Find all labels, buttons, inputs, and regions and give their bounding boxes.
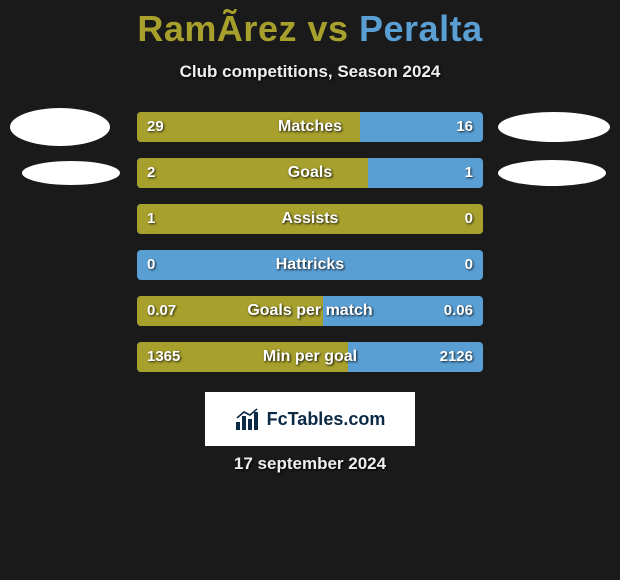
comparison-chart: 2916Matches 21Goals 10Assists 00Hattricks 0.… — [0, 104, 620, 380]
stat-row: 21Goals — [0, 150, 620, 196]
stat-bar: 21Goals — [137, 158, 483, 188]
site-badge: FcTables.com — [205, 392, 415, 446]
stat-row: 2916Matches — [0, 104, 620, 150]
player-avatar-left — [22, 161, 120, 185]
stat-bar: 0.070.06Goals per match — [137, 296, 483, 326]
page-title: RamÃ­rez vs Peralta — [0, 0, 620, 50]
title-player-right: Peralta — [359, 8, 483, 49]
stat-label: Min per goal — [137, 342, 483, 372]
stat-bar: 13652126Min per goal — [137, 342, 483, 372]
stat-row: 0.070.06Goals per match — [0, 288, 620, 334]
player-avatar-left — [10, 108, 110, 146]
player-avatar-right — [498, 112, 610, 142]
stat-row: 13652126Min per goal — [0, 334, 620, 380]
title-player-left: RamÃ­rez — [137, 8, 297, 49]
stat-label: Goals per match — [137, 296, 483, 326]
site-name: FcTables.com — [267, 409, 386, 430]
stat-label: Goals — [137, 158, 483, 188]
stat-row: 10Assists — [0, 196, 620, 242]
stat-label: Hattricks — [137, 250, 483, 280]
bars-icon — [235, 408, 261, 430]
stat-bar: 00Hattricks — [137, 250, 483, 280]
stat-row: 00Hattricks — [0, 242, 620, 288]
stat-label: Matches — [137, 112, 483, 142]
stat-bar: 2916Matches — [137, 112, 483, 142]
footer-date: 17 september 2024 — [0, 454, 620, 474]
stat-label: Assists — [137, 204, 483, 234]
page-subtitle: Club competitions, Season 2024 — [0, 62, 620, 82]
player-avatar-right — [498, 160, 606, 186]
title-vs: vs — [297, 8, 359, 49]
stat-bar: 10Assists — [137, 204, 483, 234]
